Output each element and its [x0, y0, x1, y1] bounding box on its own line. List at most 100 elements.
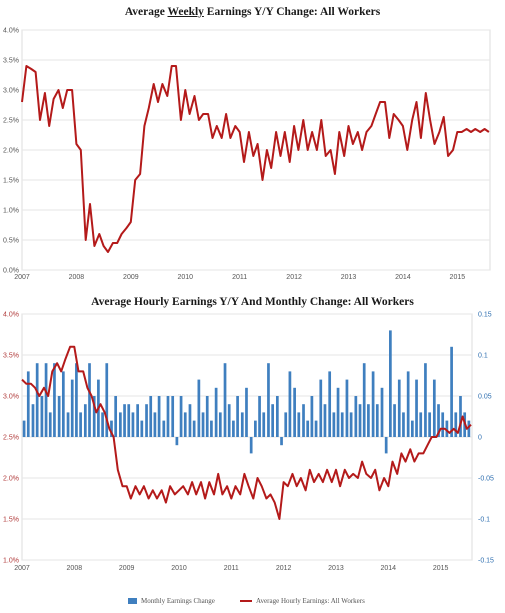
bar — [48, 412, 52, 437]
chart-title: Average Weekly Earnings Y/Y Change: All … — [124, 6, 381, 18]
y-tick-label: 0.0% — [3, 268, 19, 275]
bar — [380, 387, 384, 437]
y-tick-label: 1.0% — [3, 208, 19, 215]
bar — [166, 396, 170, 437]
x-tick-label: 2013 — [328, 565, 344, 572]
bar — [92, 396, 96, 437]
y-tick-label-left: 1.0% — [3, 558, 19, 565]
bar — [162, 420, 166, 437]
weekly-earnings-plot: 0.0% 0.5% 1.0% 1.5% 2.0% 2.5% 3.0% 3.5% 4.0% 2007… — [3, 28, 491, 281]
x-tick-label: 2011 — [232, 274, 247, 281]
bar — [367, 404, 370, 437]
bar — [314, 420, 318, 437]
bar — [210, 420, 213, 437]
bar — [336, 387, 340, 437]
bar — [201, 412, 205, 437]
y-tick-label-left: 3.0% — [3, 394, 19, 401]
bar — [432, 379, 436, 437]
bar — [293, 387, 296, 437]
bar — [389, 330, 392, 437]
bar — [149, 396, 153, 437]
series-line — [21, 345, 472, 520]
y-tick-label-left: 2.5% — [3, 435, 19, 442]
bar — [328, 371, 332, 437]
bar — [271, 404, 274, 437]
bar — [332, 412, 336, 437]
bar — [349, 412, 353, 437]
legend-label: Monthly Earnings Change — [141, 597, 215, 605]
bar — [140, 420, 144, 437]
y-tick-label-right: -0.1 — [478, 517, 490, 524]
x-tick-label: 2011 — [224, 565, 239, 572]
bar — [302, 404, 305, 437]
bar — [214, 387, 218, 437]
y-tick-label-left: 1.5% — [3, 517, 19, 524]
legend: Monthly Earnings Change Average Hourly E… — [0, 595, 505, 609]
x-tick-label: 2007 — [14, 565, 30, 572]
bar — [410, 420, 414, 437]
bar — [57, 396, 61, 437]
x-tick-label: 2010 — [171, 565, 187, 572]
legend-swatch-bar — [128, 598, 137, 604]
y-tick-label: 2.5% — [3, 118, 19, 125]
bar — [31, 404, 35, 437]
bar — [192, 420, 196, 437]
x-tick-label: 2015 — [450, 274, 466, 281]
bar — [66, 412, 70, 437]
bar — [127, 404, 131, 437]
bar — [284, 412, 288, 437]
bar — [467, 420, 471, 437]
hourly-earnings-plot: 1.0% 1.5% 2.0% 2.5% 3.0% 3.5% 4.0% -0.15 -0.1 -0.… — [3, 312, 494, 573]
x-tick-label: 2010 — [177, 274, 193, 281]
bar — [183, 412, 187, 437]
bar — [384, 437, 388, 454]
bar — [70, 379, 74, 437]
bar — [428, 412, 431, 437]
y-tick-label-left: 4.0% — [3, 312, 19, 319]
bar — [227, 404, 231, 437]
bar — [254, 420, 257, 437]
chart-title: Average Hourly Earnings Y/Y And Monthly … — [91, 296, 414, 308]
legend-label: Average Hourly Earnings: All Workers — [256, 597, 365, 605]
bar — [197, 379, 201, 437]
bar — [123, 404, 126, 437]
bar — [280, 437, 283, 446]
x-tick-label: 2012 — [286, 274, 302, 281]
bar — [53, 363, 56, 437]
bar — [441, 412, 445, 437]
bar — [354, 396, 358, 437]
bar — [171, 396, 175, 437]
bar — [236, 396, 239, 437]
bar — [424, 363, 427, 437]
bar — [240, 412, 244, 437]
y-tick-label-right: 0.05 — [478, 394, 492, 401]
hourly-earnings-chart: Average Hourly Earnings Y/Y And Monthly … — [0, 290, 505, 613]
bar — [188, 404, 192, 437]
bar — [157, 396, 161, 437]
bar — [267, 363, 270, 437]
bar — [105, 363, 109, 437]
y-tick-label-right: 0.1 — [478, 353, 488, 360]
bar — [358, 404, 362, 437]
y-tick-label-left: 2.0% — [3, 476, 19, 483]
bar — [61, 371, 65, 437]
y-tick-label-right: 0 — [478, 435, 482, 442]
bar — [114, 396, 118, 437]
bar — [245, 387, 248, 437]
y-tick-label: 4.0% — [3, 28, 19, 35]
x-tick-label: 2009 — [119, 565, 135, 572]
bar — [75, 363, 78, 437]
bar — [179, 396, 183, 437]
bar — [459, 396, 462, 437]
y-tick-label-right: -0.05 — [478, 476, 494, 483]
bar — [136, 404, 139, 437]
x-tick-label: 2008 — [69, 274, 85, 281]
bar — [205, 396, 209, 437]
bar — [323, 404, 327, 437]
bar — [223, 363, 227, 437]
bar — [402, 412, 405, 437]
bar — [445, 420, 449, 437]
bar — [258, 396, 261, 437]
bar — [362, 363, 366, 437]
bar — [275, 396, 279, 437]
